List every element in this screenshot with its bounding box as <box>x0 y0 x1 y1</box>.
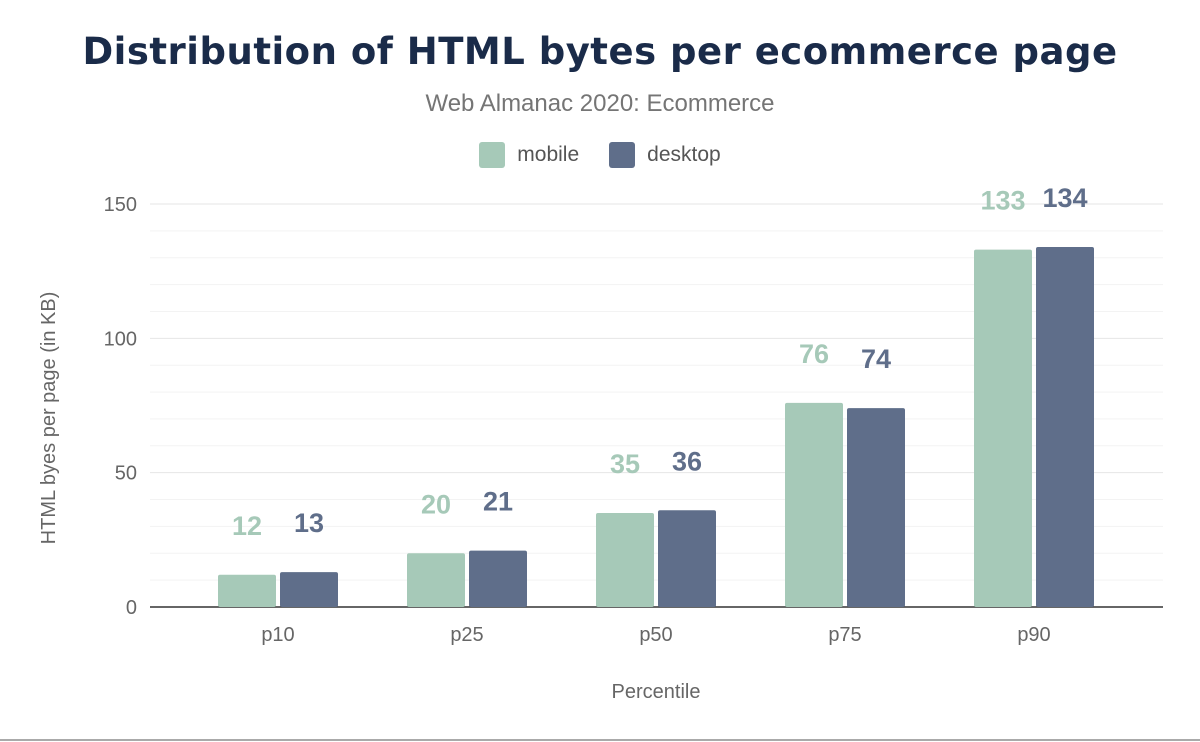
y-tick-label: 50 <box>115 463 137 485</box>
legend-swatch-desktop <box>609 142 636 168</box>
bar-mobile <box>407 553 465 607</box>
bar-desktop <box>469 550 527 607</box>
data-label-desktop: 13 <box>294 508 324 538</box>
legend-item-desktop[interactable]: desktop <box>609 142 721 168</box>
y-tick-label: 150 <box>104 194 137 216</box>
y-tick-label: 100 <box>104 328 137 350</box>
bar-desktop <box>1036 246 1094 607</box>
x-tick-label: p25 <box>450 624 483 646</box>
x-axis-title: Percentile <box>612 681 701 703</box>
bar-desktop <box>658 510 716 607</box>
chart-title: Distribution of HTML bytes per ecommerce… <box>82 30 1118 73</box>
bar-mobile <box>596 512 654 607</box>
data-label-desktop: 21 <box>483 487 513 517</box>
bar-mobile <box>785 402 843 607</box>
data-label-mobile: 35 <box>610 449 640 479</box>
y-axis-title: HTML byes per page (in KB) <box>38 292 60 545</box>
bar-desktop <box>280 572 338 607</box>
x-tick-label: p75 <box>828 624 861 646</box>
legend-label-mobile: mobile <box>517 143 580 166</box>
data-label-desktop: 36 <box>672 446 702 476</box>
legend: mobile desktop <box>0 142 1200 168</box>
bar-mobile <box>974 249 1032 607</box>
data-label-mobile: 12 <box>232 511 262 541</box>
data-label-mobile: 76 <box>799 339 829 369</box>
y-tick-label: 0 <box>126 597 137 619</box>
x-tick-label: p50 <box>639 624 672 646</box>
data-label-desktop: 134 <box>1042 183 1087 213</box>
data-label-desktop: 74 <box>861 344 891 374</box>
data-label-mobile: 20 <box>421 489 451 519</box>
chart-subtitle: Web Almanac 2020: Ecommerce <box>425 90 775 117</box>
legend-label-desktop: desktop <box>647 143 721 166</box>
divider <box>0 739 1200 741</box>
x-tick-label: p10 <box>261 624 294 646</box>
bar-mobile <box>218 574 276 607</box>
data-label-mobile: 133 <box>980 186 1025 216</box>
legend-swatch-mobile <box>479 142 506 168</box>
legend-item-mobile[interactable]: mobile <box>479 142 579 168</box>
bar-desktop <box>847 408 905 607</box>
x-tick-label: p90 <box>1017 624 1050 646</box>
